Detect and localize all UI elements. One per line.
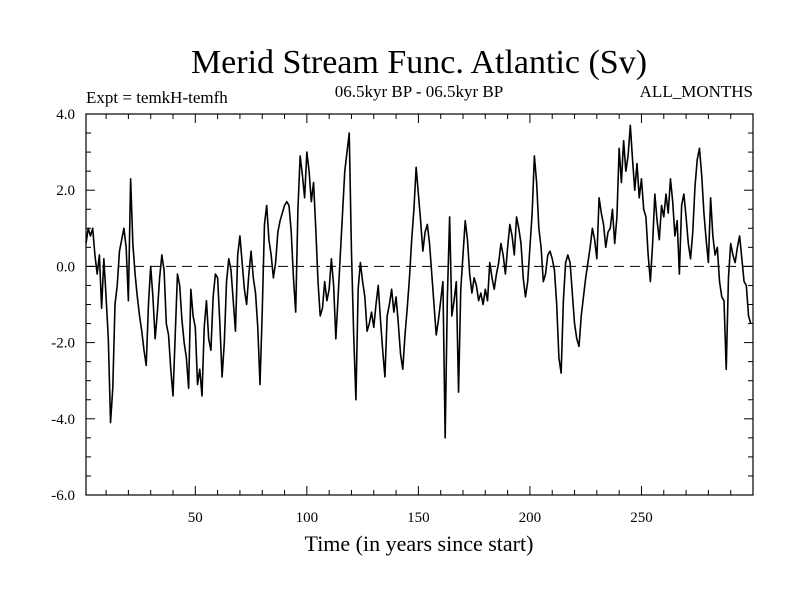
y-axis-tick-labels: -6.0 -4.0 -2.0 0.0 2.0 4.0 xyxy=(51,107,75,504)
months-label: ALL_MONTHS xyxy=(640,82,753,101)
chart-title: Merid Stream Func. Atlantic (Sv) xyxy=(191,44,647,81)
series-line-merid-stream-func xyxy=(85,124,752,439)
y-tick-label: -4.0 xyxy=(51,412,75,428)
x-tick-label: 200 xyxy=(519,510,542,526)
x-axis-tick-labels: 50 100 150 200 250 xyxy=(188,510,653,526)
y-tick-label: 4.0 xyxy=(56,107,75,123)
plot-frame xyxy=(85,113,754,496)
period-label: 06.5kyr BP - 06.5kyr BP xyxy=(335,82,503,101)
y-axis-ticks xyxy=(86,113,753,496)
y-tick-label: -6.0 xyxy=(51,488,75,504)
experiment-label: Expt = temkH-temfh xyxy=(86,88,228,107)
x-axis-ticks xyxy=(105,114,732,495)
x-tick-label: 250 xyxy=(630,510,653,526)
x-tick-label: 100 xyxy=(296,510,319,526)
x-axis-label: Time (in years since start) xyxy=(305,531,534,556)
x-tick-label: 50 xyxy=(188,510,203,526)
y-tick-label: 2.0 xyxy=(56,183,75,199)
y-tick-label: 0.0 xyxy=(56,259,75,275)
y-tick-label: -2.0 xyxy=(51,336,75,352)
x-tick-label: 150 xyxy=(407,510,430,526)
